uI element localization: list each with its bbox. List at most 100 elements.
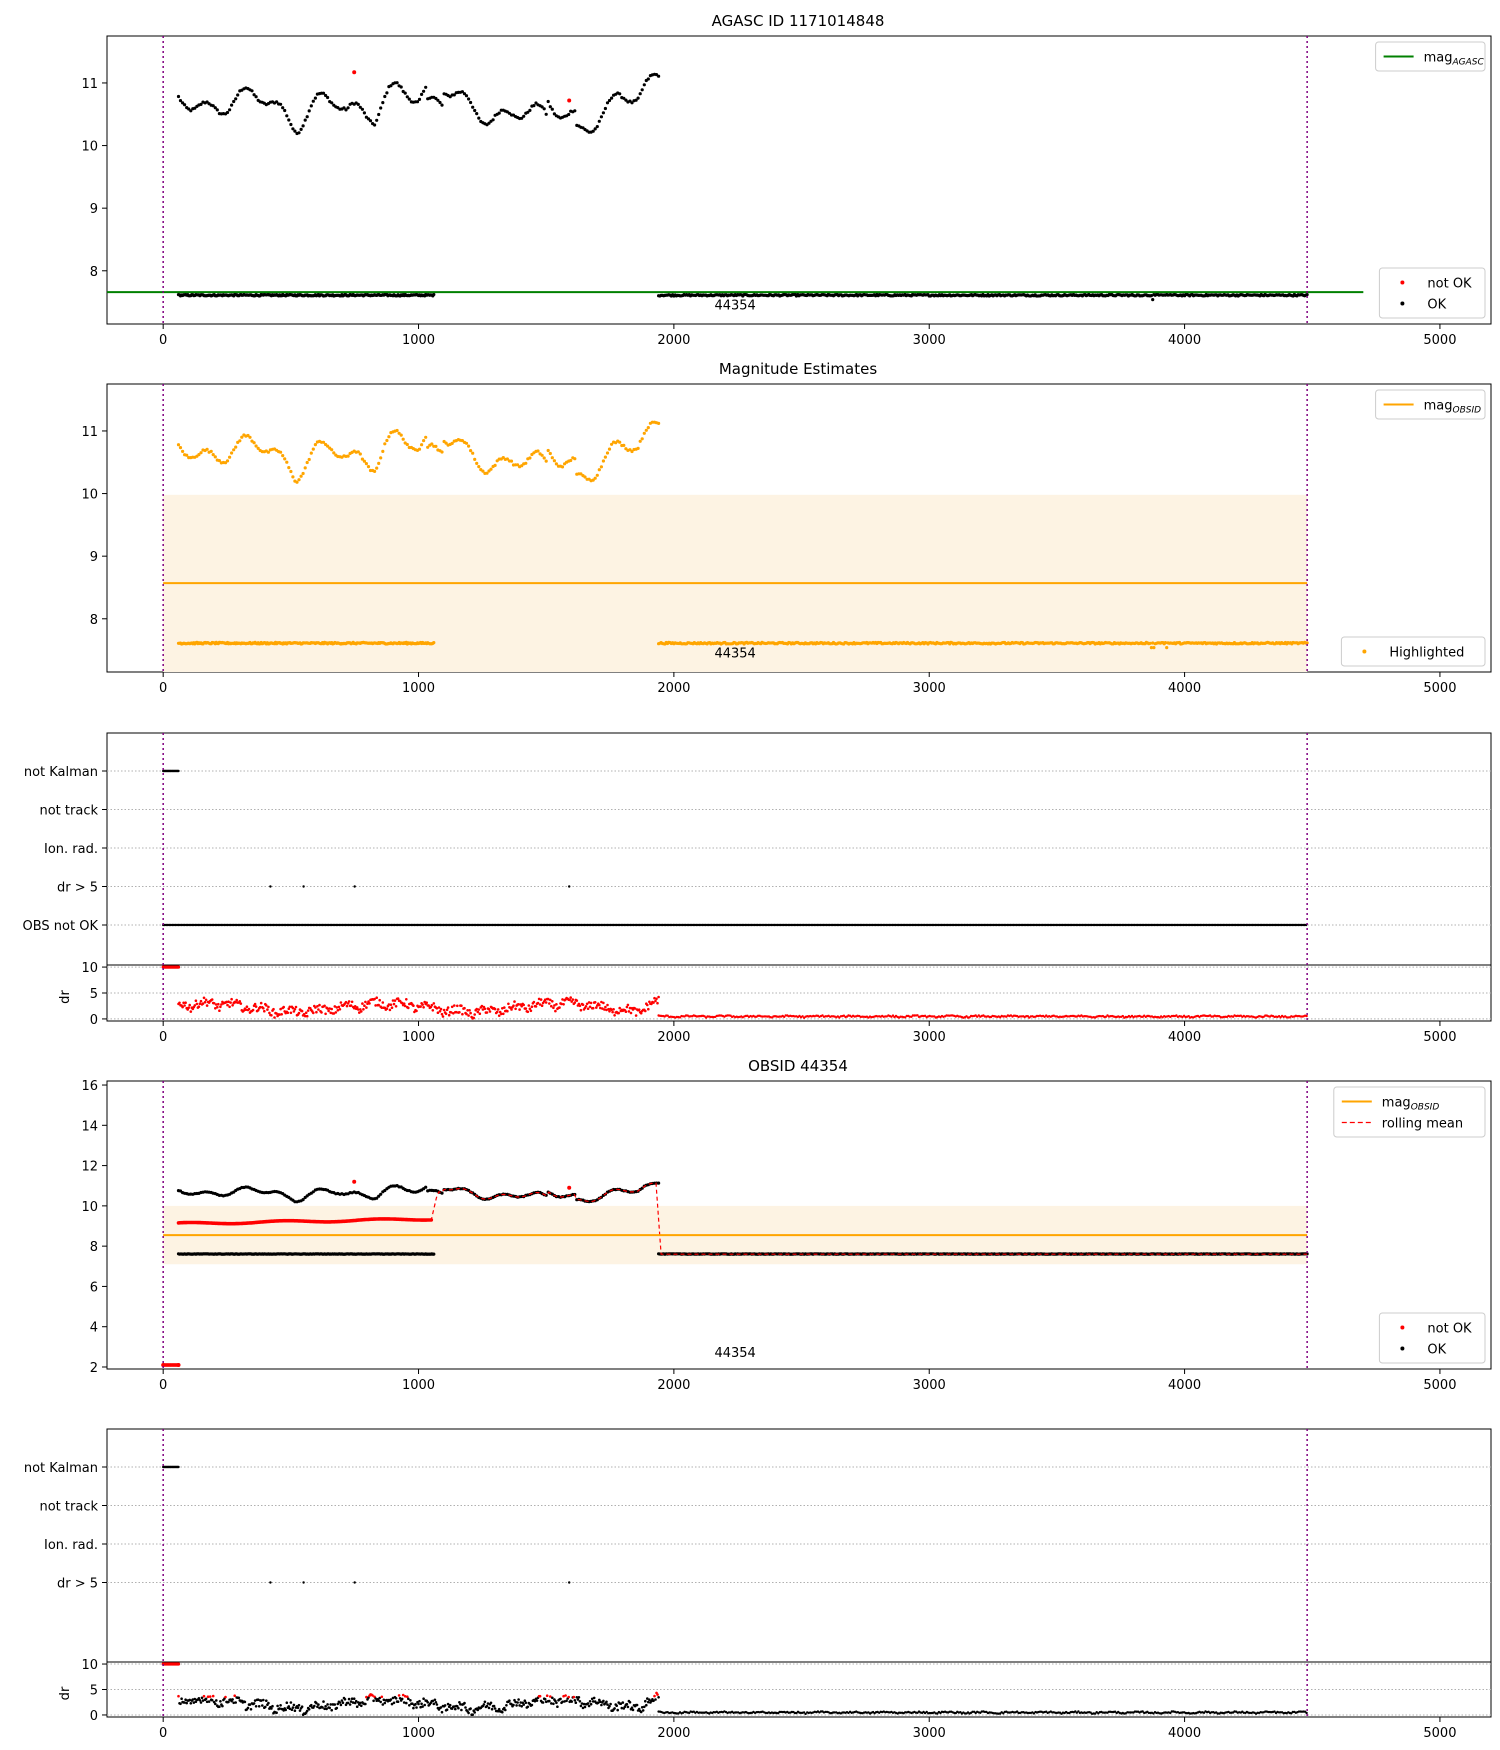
dr-point	[487, 1007, 491, 1011]
x-tick-label: 3000	[913, 333, 946, 348]
x-tick-label: 0	[159, 1030, 167, 1045]
ok-point	[1151, 298, 1155, 302]
ok-point	[475, 112, 479, 116]
dr-point	[230, 997, 233, 1001]
dr-point	[463, 1006, 466, 1010]
highlighted-point	[385, 438, 389, 443]
legend-frame	[1340, 636, 1486, 667]
legend-dot-swatch	[1362, 649, 1367, 654]
dr-point	[656, 1001, 659, 1005]
dr-point	[483, 1007, 487, 1011]
ok-point	[287, 118, 291, 122]
dr-point	[304, 1011, 308, 1014]
dr-point	[422, 1006, 425, 1009]
legend-label: OK	[1427, 298, 1446, 313]
y-tick-label: 10	[81, 488, 98, 503]
highlighted-point	[397, 431, 401, 435]
highlighted-point	[387, 435, 391, 439]
dr-point	[467, 1014, 470, 1017]
dr-point	[555, 1003, 558, 1006]
highlighted-point	[199, 451, 203, 455]
flag-point	[302, 885, 305, 888]
highlighted-point	[375, 466, 379, 470]
dr-point	[267, 1005, 270, 1009]
highlighted-point	[607, 447, 612, 451]
highlighted-point	[279, 450, 283, 454]
dr-point	[393, 999, 397, 1002]
ok-point	[379, 106, 383, 110]
dr-point	[235, 998, 238, 1002]
highlighted-point	[636, 446, 640, 450]
dr-point	[589, 1001, 593, 1005]
y-tick-label: 11	[81, 77, 98, 92]
dr-point	[360, 1010, 363, 1013]
ok-point	[424, 85, 428, 89]
dr-point	[339, 1001, 343, 1004]
highlighted-point	[550, 456, 554, 460]
dr-point	[259, 1001, 263, 1005]
ok-point	[638, 92, 642, 96]
dr-point	[598, 1003, 601, 1007]
dr-point	[368, 1002, 371, 1005]
highlighted-point	[516, 463, 520, 467]
ok-point	[522, 114, 526, 118]
ok-point	[610, 96, 614, 100]
dr-point	[365, 1006, 368, 1009]
highlighted-point	[430, 442, 434, 446]
dr-point	[300, 1009, 304, 1013]
highlighted-point	[552, 459, 557, 463]
dr-point	[194, 999, 198, 1002]
dr-point	[216, 1005, 219, 1009]
highlighted-point	[630, 449, 634, 454]
highlighted-point	[540, 453, 544, 457]
dr-point	[337, 1005, 341, 1009]
dr-point	[530, 1005, 534, 1008]
dr-point	[644, 1009, 647, 1013]
dr-point	[510, 1008, 513, 1011]
ok-point	[403, 91, 407, 95]
ok-point	[657, 74, 661, 78]
highlighted-point	[205, 447, 209, 451]
highlighted-point	[573, 457, 577, 461]
dr-point	[218, 1009, 221, 1012]
legend-frame	[1375, 389, 1486, 420]
dr-point	[476, 1010, 480, 1014]
highlighted-point	[291, 475, 295, 479]
highlighted-point	[640, 437, 644, 441]
highlighted-point	[230, 451, 234, 455]
highlighted-point	[332, 451, 336, 455]
category-label: dr > 5	[57, 881, 98, 896]
ok-point	[342, 106, 346, 110]
ok-point	[305, 115, 309, 119]
dr-point	[347, 1000, 351, 1003]
highlighted-point	[460, 439, 464, 443]
ok-point	[307, 109, 311, 113]
ok-point	[405, 95, 409, 99]
ok-point	[540, 105, 544, 109]
ok-point	[383, 94, 387, 99]
dr-point	[430, 1003, 434, 1007]
highlighted-point	[622, 443, 626, 447]
highlighted-point	[591, 478, 595, 482]
ok-point	[546, 99, 550, 104]
highlighted-point	[366, 465, 371, 469]
panel-flags-1-frame	[106, 732, 1492, 1022]
highlighted-point	[399, 433, 403, 437]
dr-point	[618, 1006, 621, 1010]
dr-point	[294, 1005, 298, 1009]
dr-point	[440, 1012, 444, 1016]
dr-point	[432, 1002, 436, 1005]
dr-point	[330, 1007, 334, 1011]
ok-point	[187, 107, 191, 111]
dr-point	[646, 1003, 649, 1007]
highlighted-point	[554, 462, 559, 466]
ok-point	[630, 101, 634, 105]
dr-point	[456, 1004, 459, 1008]
ok-point	[360, 107, 364, 111]
dr-point	[251, 1008, 255, 1012]
y-tick-label: 8	[90, 265, 98, 280]
dr-point	[229, 1001, 232, 1004]
dr-point	[568, 998, 571, 1002]
dr-point	[634, 1014, 638, 1017]
